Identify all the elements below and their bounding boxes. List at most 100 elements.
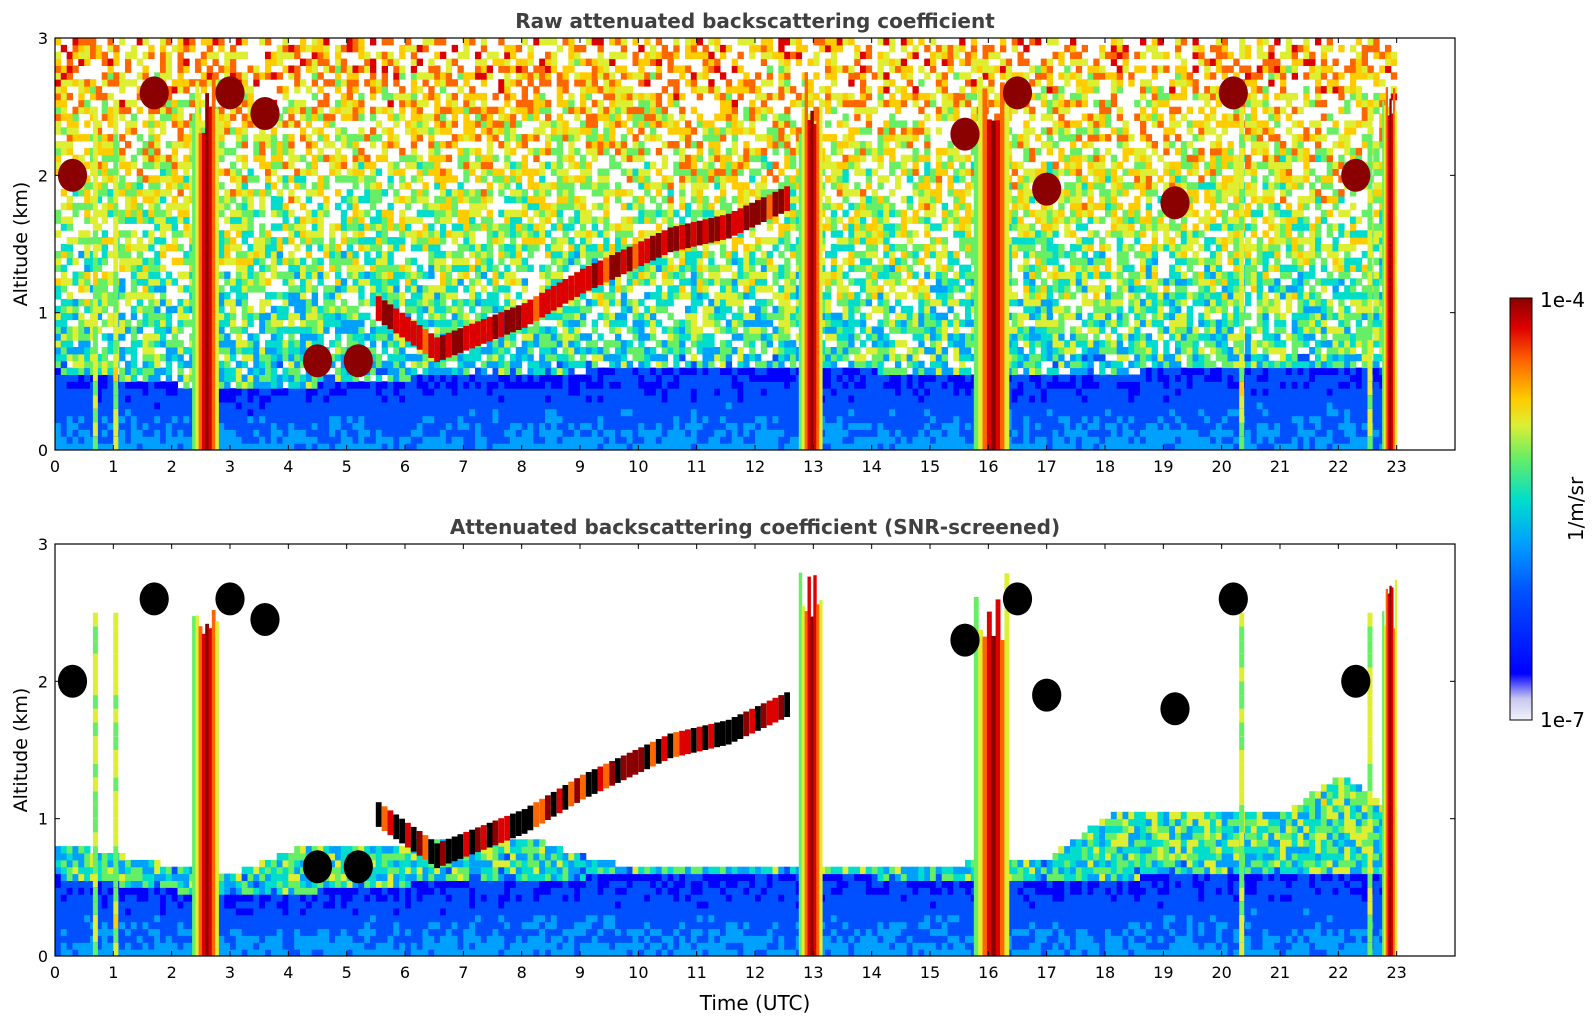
heatmap-cell [335, 189, 342, 197]
heatmap-cell [638, 381, 645, 389]
heatmap-cell [95, 147, 103, 156]
heatmap-cell [393, 415, 400, 424]
heatmap-cell [294, 353, 301, 362]
heatmap-cell [667, 58, 674, 66]
heatmap-cell [200, 58, 208, 66]
heatmap-cell [294, 401, 301, 410]
heatmap-cell [72, 298, 79, 307]
heatmap-cell [469, 415, 476, 424]
heatmap-cell [165, 189, 173, 197]
heatmap-cell [370, 161, 377, 169]
heatmap-cell [585, 257, 593, 266]
heatmap-cell [329, 374, 336, 382]
heatmap-cell [603, 292, 610, 300]
heatmap-cell [288, 195, 295, 204]
heatmap-cell [445, 250, 453, 259]
heatmap-cell [451, 223, 458, 231]
heatmap-cell [405, 154, 412, 163]
heatmap-cell [282, 395, 289, 403]
heatmap-cell [410, 195, 418, 204]
heatmap-cell [655, 65, 663, 73]
heatmap-cell [486, 161, 493, 169]
heatmap-cell [370, 257, 377, 266]
heatmap-cell [690, 415, 698, 424]
heatmap-cell [358, 408, 365, 417]
heatmap-cell [556, 305, 563, 314]
heatmap-cell [72, 209, 79, 218]
heatmap-cell [218, 141, 225, 149]
heatmap-cell [469, 360, 476, 369]
heatmap-cell [241, 189, 248, 197]
heatmap-cell [177, 408, 184, 417]
heatmap-cell [130, 347, 138, 355]
heatmap-cell [136, 58, 143, 66]
heatmap-cell [60, 408, 68, 417]
heatmap-cell [609, 388, 616, 396]
heatmap-cell [130, 340, 138, 348]
heatmap-cell [504, 230, 511, 238]
heatmap-cell [451, 195, 458, 204]
heatmap-cell [154, 374, 161, 382]
heatmap-cell [615, 195, 622, 204]
heatmap-cell [84, 120, 91, 128]
heatmap-cell [422, 120, 429, 128]
heatmap-cell [241, 257, 248, 266]
heatmap-cell [358, 429, 365, 437]
heatmap-cell [486, 257, 493, 266]
heatmap-cell [504, 99, 511, 108]
heatmap-cell [679, 250, 686, 259]
heatmap-cell [317, 422, 324, 430]
heatmap-cell [247, 374, 254, 382]
heatmap-cell [574, 326, 581, 334]
heatmap-cell [259, 154, 266, 163]
heatmap-cell [335, 44, 342, 53]
heatmap-cell [690, 182, 698, 190]
heatmap-cell [329, 79, 336, 87]
heatmap-cell [597, 44, 604, 53]
heatmap-cell [66, 65, 73, 73]
heatmap-cell [148, 298, 155, 307]
heatmap-cell [125, 436, 132, 444]
heatmap-cell [241, 353, 248, 362]
heatmap-cell [364, 58, 371, 66]
heatmap-cell [72, 237, 79, 245]
heatmap-cell [445, 415, 453, 424]
chart-title-raw: Raw attenuated backscattering coefficien… [515, 9, 995, 33]
heatmap-cell [142, 264, 149, 272]
heatmap-cell [72, 189, 79, 197]
heatmap-cell [66, 134, 73, 142]
heatmap-cell [95, 305, 103, 314]
heatmap-cell [475, 175, 482, 183]
heatmap-cell [434, 230, 441, 238]
heatmap-cell [469, 305, 476, 314]
heatmap-cell [422, 44, 429, 53]
heatmap-cell [119, 189, 126, 197]
heatmap-cell [66, 292, 73, 300]
heatmap-cell [457, 381, 464, 389]
heatmap-cell [539, 326, 546, 334]
heatmap-cell [422, 38, 429, 46]
heatmap-cell [667, 340, 674, 348]
heatmap-cell [288, 147, 295, 156]
heatmap-cell [533, 202, 540, 211]
heatmap-cell [183, 360, 190, 369]
heatmap-cell [632, 147, 639, 156]
heatmap-cell [72, 202, 79, 211]
heatmap-cell [78, 38, 85, 46]
heatmap-cell [218, 401, 225, 410]
heatmap-cell [434, 333, 441, 341]
heatmap-cell [568, 202, 575, 211]
heatmap-cell [270, 147, 278, 156]
heatmap-cell [160, 72, 167, 80]
heatmap-cell [259, 271, 266, 279]
heatmap-cell [78, 79, 85, 87]
heatmap-cell [340, 216, 348, 224]
heatmap-cell [352, 106, 359, 115]
heatmap-cell [84, 216, 91, 224]
heatmap-cell [574, 195, 581, 204]
heatmap-cell [90, 86, 97, 94]
heatmap-cell [95, 264, 103, 272]
heatmap-cell [650, 388, 657, 396]
heatmap-cell [661, 381, 668, 389]
heatmap-cell [323, 408, 330, 417]
